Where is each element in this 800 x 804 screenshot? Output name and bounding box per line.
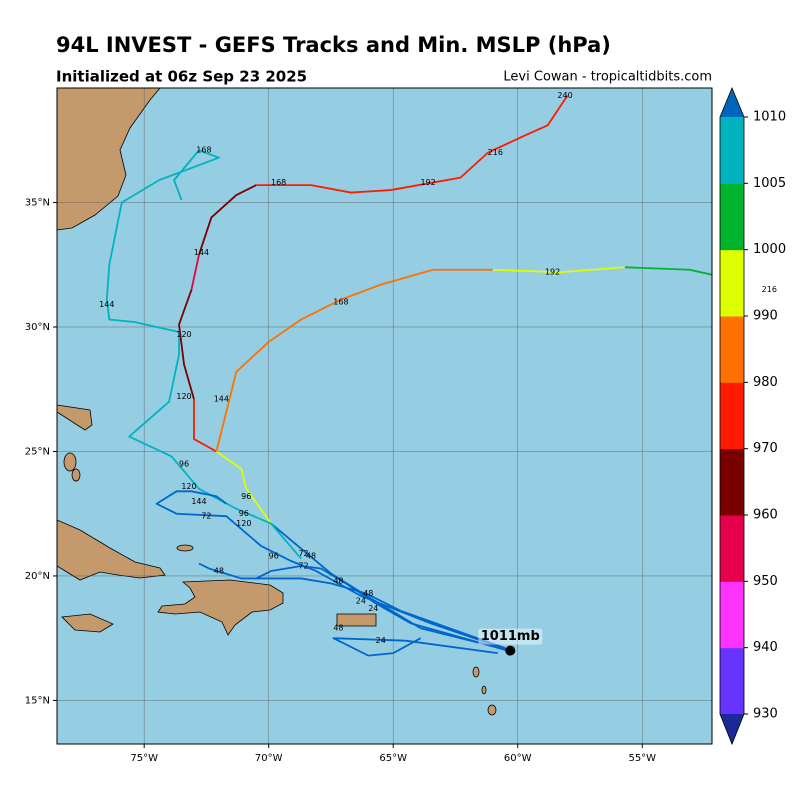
colorbar-under xyxy=(720,714,744,744)
lat-tick-label: 25°N xyxy=(25,446,50,457)
colorbar: 930 940 950 960 970 980 990 1000 1005 1010 xyxy=(719,86,786,746)
hour-label: 48 xyxy=(363,589,373,598)
lon-tick-label: 75°W xyxy=(130,753,158,764)
lon-tick-label: 70°W xyxy=(255,753,283,764)
hour-label: 168 xyxy=(196,146,211,155)
colorbar-segment xyxy=(720,382,744,450)
track xyxy=(198,184,257,256)
colorbar-label: 940 xyxy=(753,640,778,655)
hour-label: 48 xyxy=(333,576,343,585)
colorbar-segment xyxy=(720,249,744,317)
colorbar-label: 1010 xyxy=(753,110,786,125)
lat-tick-label: 20°N xyxy=(25,571,50,582)
lat-tick-label: 30°N xyxy=(25,322,50,333)
colorbar-segment xyxy=(720,183,744,251)
lon-tick-label: 60°W xyxy=(504,753,532,764)
track xyxy=(198,562,506,649)
colorbar-label: 980 xyxy=(753,375,778,390)
map-frame xyxy=(56,87,713,745)
colorbar-label: 970 xyxy=(753,441,778,456)
hour-label: 24 xyxy=(376,636,386,645)
track xyxy=(256,94,569,194)
storm-label: 1011mb xyxy=(481,629,540,644)
hour-label: 96 xyxy=(239,509,249,518)
storm-position xyxy=(505,645,516,656)
colorbar-over xyxy=(720,88,744,117)
hour-label: 72 xyxy=(298,561,308,570)
track xyxy=(155,490,511,652)
hour-label: 120 xyxy=(236,519,251,528)
lat-tick-label: 15°N xyxy=(25,695,50,706)
credit: Levi Cowan - tropicaltidbits.com xyxy=(503,70,712,85)
hour-label: 120 xyxy=(176,330,191,339)
track xyxy=(255,565,509,652)
hour-label: 168 xyxy=(333,298,348,307)
track xyxy=(178,289,195,400)
hour-label: 48 xyxy=(333,624,343,633)
hour-label: 48 xyxy=(214,566,224,575)
hour-label: 120 xyxy=(181,482,196,491)
hour-label: 144 xyxy=(194,248,209,257)
colorbar-label: 1005 xyxy=(753,176,786,191)
hour-label: 24 xyxy=(356,596,366,605)
lat-tick-label: 35°N xyxy=(25,198,50,209)
track xyxy=(624,266,712,276)
colorbar-segment xyxy=(720,117,744,184)
storm-label-box xyxy=(478,628,543,645)
colorbar-label: 960 xyxy=(753,508,778,523)
colorbar-segment xyxy=(720,581,744,649)
hour-label: 96 xyxy=(241,492,251,501)
lon-tick-label: 65°W xyxy=(379,753,407,764)
lon-tick-label: 55°W xyxy=(628,753,656,764)
hour-label: 72 xyxy=(298,549,308,558)
hour-label: 144 xyxy=(214,395,229,404)
track xyxy=(492,266,625,274)
hour-label: 192 xyxy=(545,268,560,277)
hour-label: 48 xyxy=(306,552,316,561)
colorbar-label: 990 xyxy=(753,309,778,324)
hour-label: 144 xyxy=(99,300,114,309)
hour-label: 96 xyxy=(269,552,279,561)
hour-label: 216 xyxy=(488,148,503,157)
title: 94L INVEST - GEFS Tracks and Min. MSLP (… xyxy=(56,33,611,57)
track xyxy=(105,149,302,560)
track xyxy=(332,637,498,657)
hour-label: 240 xyxy=(557,91,572,100)
track xyxy=(190,254,200,290)
colorbar-label: 1000 xyxy=(753,242,786,257)
subtitle: Initialized at 06z Sep 23 2025 xyxy=(56,68,307,86)
hour-label: 144 xyxy=(191,497,206,506)
hour-label: 120 xyxy=(176,392,191,401)
colorbar-segment xyxy=(720,448,744,516)
ocean xyxy=(57,88,712,744)
hour-label: 192 xyxy=(420,178,435,187)
land xyxy=(57,88,497,716)
colorbar-segment xyxy=(720,515,744,582)
track xyxy=(215,450,272,525)
hour-label: 168 xyxy=(271,178,286,187)
hour-labels: 240 216 192 168 168 144 144 120 120 144 168 192 216 9… xyxy=(99,91,777,656)
hour-label: 216 xyxy=(762,285,777,294)
track xyxy=(193,399,217,453)
hour-label: 72 xyxy=(201,512,211,521)
graticule: 75°W 70°W 65°W 60°W 55°W 35°N 30°N 25°N 20°N 15°N xyxy=(25,88,712,764)
colorbar-segment xyxy=(720,316,744,383)
colorbar-label: 930 xyxy=(753,707,778,722)
tracks xyxy=(105,94,712,657)
colorbar-segment xyxy=(720,647,744,715)
colorbar-label: 950 xyxy=(753,574,778,589)
track xyxy=(215,268,493,452)
hour-label: 24 xyxy=(368,604,378,613)
hour-label: 96 xyxy=(179,459,189,468)
